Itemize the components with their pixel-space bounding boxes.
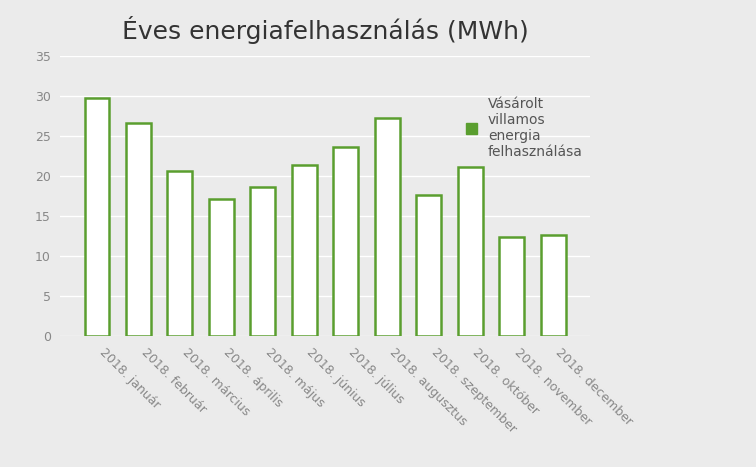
- Bar: [333, 147, 358, 336]
- Bar: [209, 199, 234, 336]
- Bar: [541, 235, 565, 336]
- Bar: [499, 237, 524, 336]
- Title: Éves energiafelhasználás (MWh): Éves energiafelhasználás (MWh): [122, 16, 528, 44]
- Bar: [85, 98, 110, 336]
- Bar: [126, 123, 151, 336]
- Bar: [168, 170, 192, 336]
- Bar: [417, 195, 442, 336]
- Legend: Vásárolt
villamos
energia
felhasználása: Vásárolt villamos energia felhasználása: [466, 97, 583, 159]
- Bar: [458, 167, 482, 336]
- Bar: [250, 187, 275, 336]
- Bar: [292, 165, 317, 336]
- Bar: [375, 119, 400, 336]
